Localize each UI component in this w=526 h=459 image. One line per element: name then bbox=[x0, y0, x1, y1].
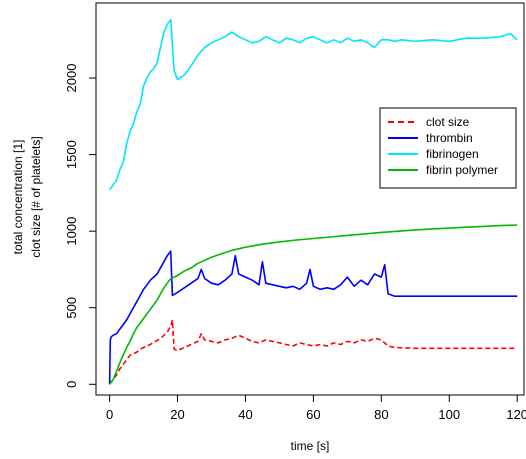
y-tick-label: 500 bbox=[64, 297, 79, 319]
series-line-fibrin-polymer bbox=[108, 224, 518, 385]
series-layer bbox=[108, 18, 518, 385]
y-tick-label: 2000 bbox=[64, 64, 79, 93]
x-tick-label: 0 bbox=[106, 407, 113, 422]
x-tick-label: 120 bbox=[506, 407, 526, 422]
series-line-fibrinogen bbox=[108, 18, 518, 191]
series-line-clot-size bbox=[108, 319, 518, 385]
plot-frame bbox=[95, 2, 525, 396]
x-tick-label: 20 bbox=[170, 407, 184, 422]
x-axis: 0 20 40 60 80 100 120 bbox=[106, 395, 526, 422]
x-tick-label: 100 bbox=[438, 407, 460, 422]
x-tick-label: 60 bbox=[306, 407, 320, 422]
x-tick-label: 40 bbox=[238, 407, 252, 422]
y-tick-label: 1500 bbox=[64, 140, 79, 169]
x-tick-label: 80 bbox=[374, 407, 388, 422]
y-tick-label: 0 bbox=[64, 381, 79, 388]
legend-label-thrombin: thrombin bbox=[426, 131, 473, 145]
y-axis-title-line2: clot size [# of platelets] bbox=[29, 136, 43, 257]
legend: clot size thrombin fibrinogen fibrin pol… bbox=[379, 107, 517, 189]
series-line-thrombin bbox=[108, 250, 518, 385]
y-axis-title-line1: total concentration [1] bbox=[11, 140, 25, 255]
x-axis-title: time [s] bbox=[291, 439, 330, 453]
legend-label-clot-size: clot size bbox=[426, 115, 470, 129]
legend-label-fibrin-polymer: fibrin polymer bbox=[426, 163, 498, 177]
y-axis: 0 500 1000 1500 2000 bbox=[64, 64, 96, 388]
legend-label-fibrinogen: fibrinogen bbox=[426, 147, 479, 161]
y-tick-label: 1000 bbox=[64, 217, 79, 246]
